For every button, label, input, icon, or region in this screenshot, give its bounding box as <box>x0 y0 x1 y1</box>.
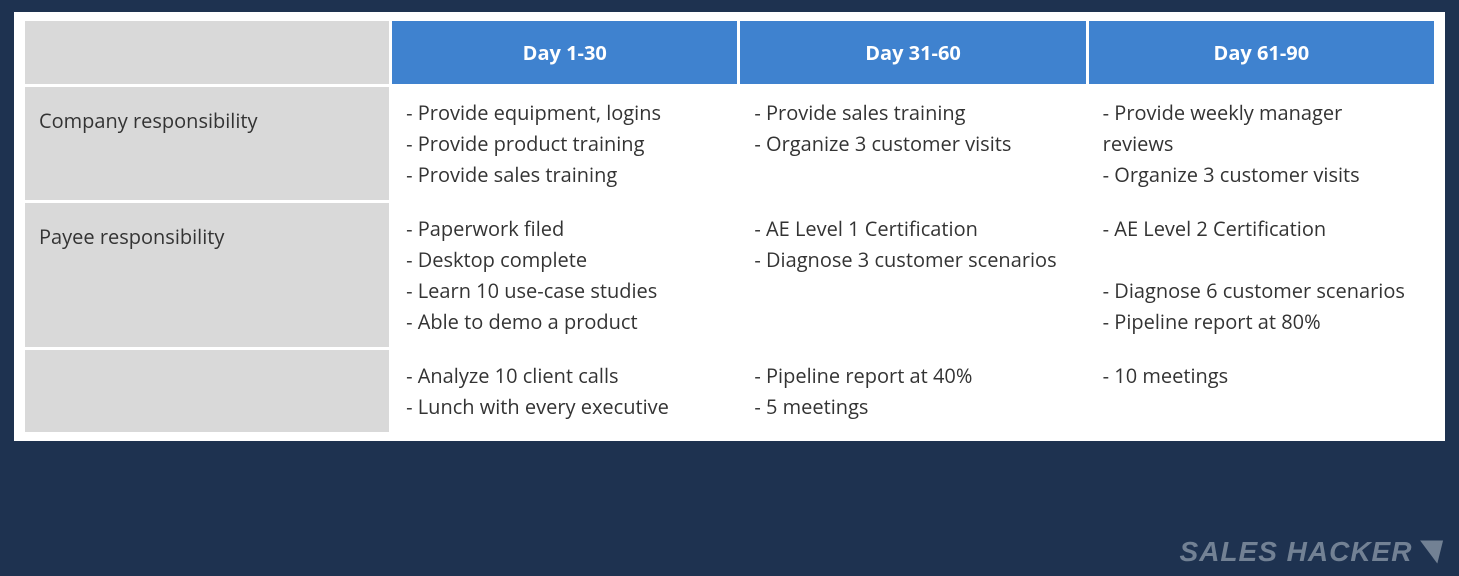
row-label: Payee responsibility <box>24 202 391 349</box>
table-row: Payee responsibility - Paperwork filed- … <box>24 202 1436 349</box>
table-cell: - AE Level 2 Certification- Diagnose 6 c… <box>1087 202 1435 349</box>
responsibilities-table: Day 1-30 Day 31-60 Day 61-90 Company res… <box>22 18 1437 435</box>
table-body: Company responsibility - Provide equipme… <box>24 86 1436 434</box>
table-row: Company responsibility - Provide equipme… <box>24 86 1436 202</box>
table-cell: - Paperwork filed- Desktop complete- Lea… <box>391 202 739 349</box>
column-header: Day 61-90 <box>1087 20 1435 86</box>
row-label: Company responsibility <box>24 86 391 202</box>
table-cell: - AE Level 1 Certification- Diagnose 3 c… <box>739 202 1087 349</box>
table-corner-cell <box>24 20 391 86</box>
table-cell: - Analyze 10 client calls- Lunch with ev… <box>391 349 739 434</box>
column-header: Day 31-60 <box>739 20 1087 86</box>
table-header-row: Day 1-30 Day 31-60 Day 61-90 <box>24 20 1436 86</box>
table-cell: - Provide weekly manager reviews- Organi… <box>1087 86 1435 202</box>
table-cell: - Provide equipment, logins- Provide pro… <box>391 86 739 202</box>
table-cell: - 10 meetings <box>1087 349 1435 434</box>
table-cell: - Pipeline report at 40%- 5 meetings <box>739 349 1087 434</box>
table-cell: - Provide sales training- Organize 3 cus… <box>739 86 1087 202</box>
table-row: - Analyze 10 client calls- Lunch with ev… <box>24 349 1436 434</box>
column-header: Day 1-30 <box>391 20 739 86</box>
row-label <box>24 349 391 434</box>
footer-logo: SALES HACKER◥ <box>1180 535 1439 568</box>
footer-logo-text: SALES HACKER <box>1180 536 1413 567</box>
table-frame: Day 1-30 Day 31-60 Day 61-90 Company res… <box>14 12 1445 441</box>
logo-arrow-icon: ◥ <box>1416 533 1439 566</box>
